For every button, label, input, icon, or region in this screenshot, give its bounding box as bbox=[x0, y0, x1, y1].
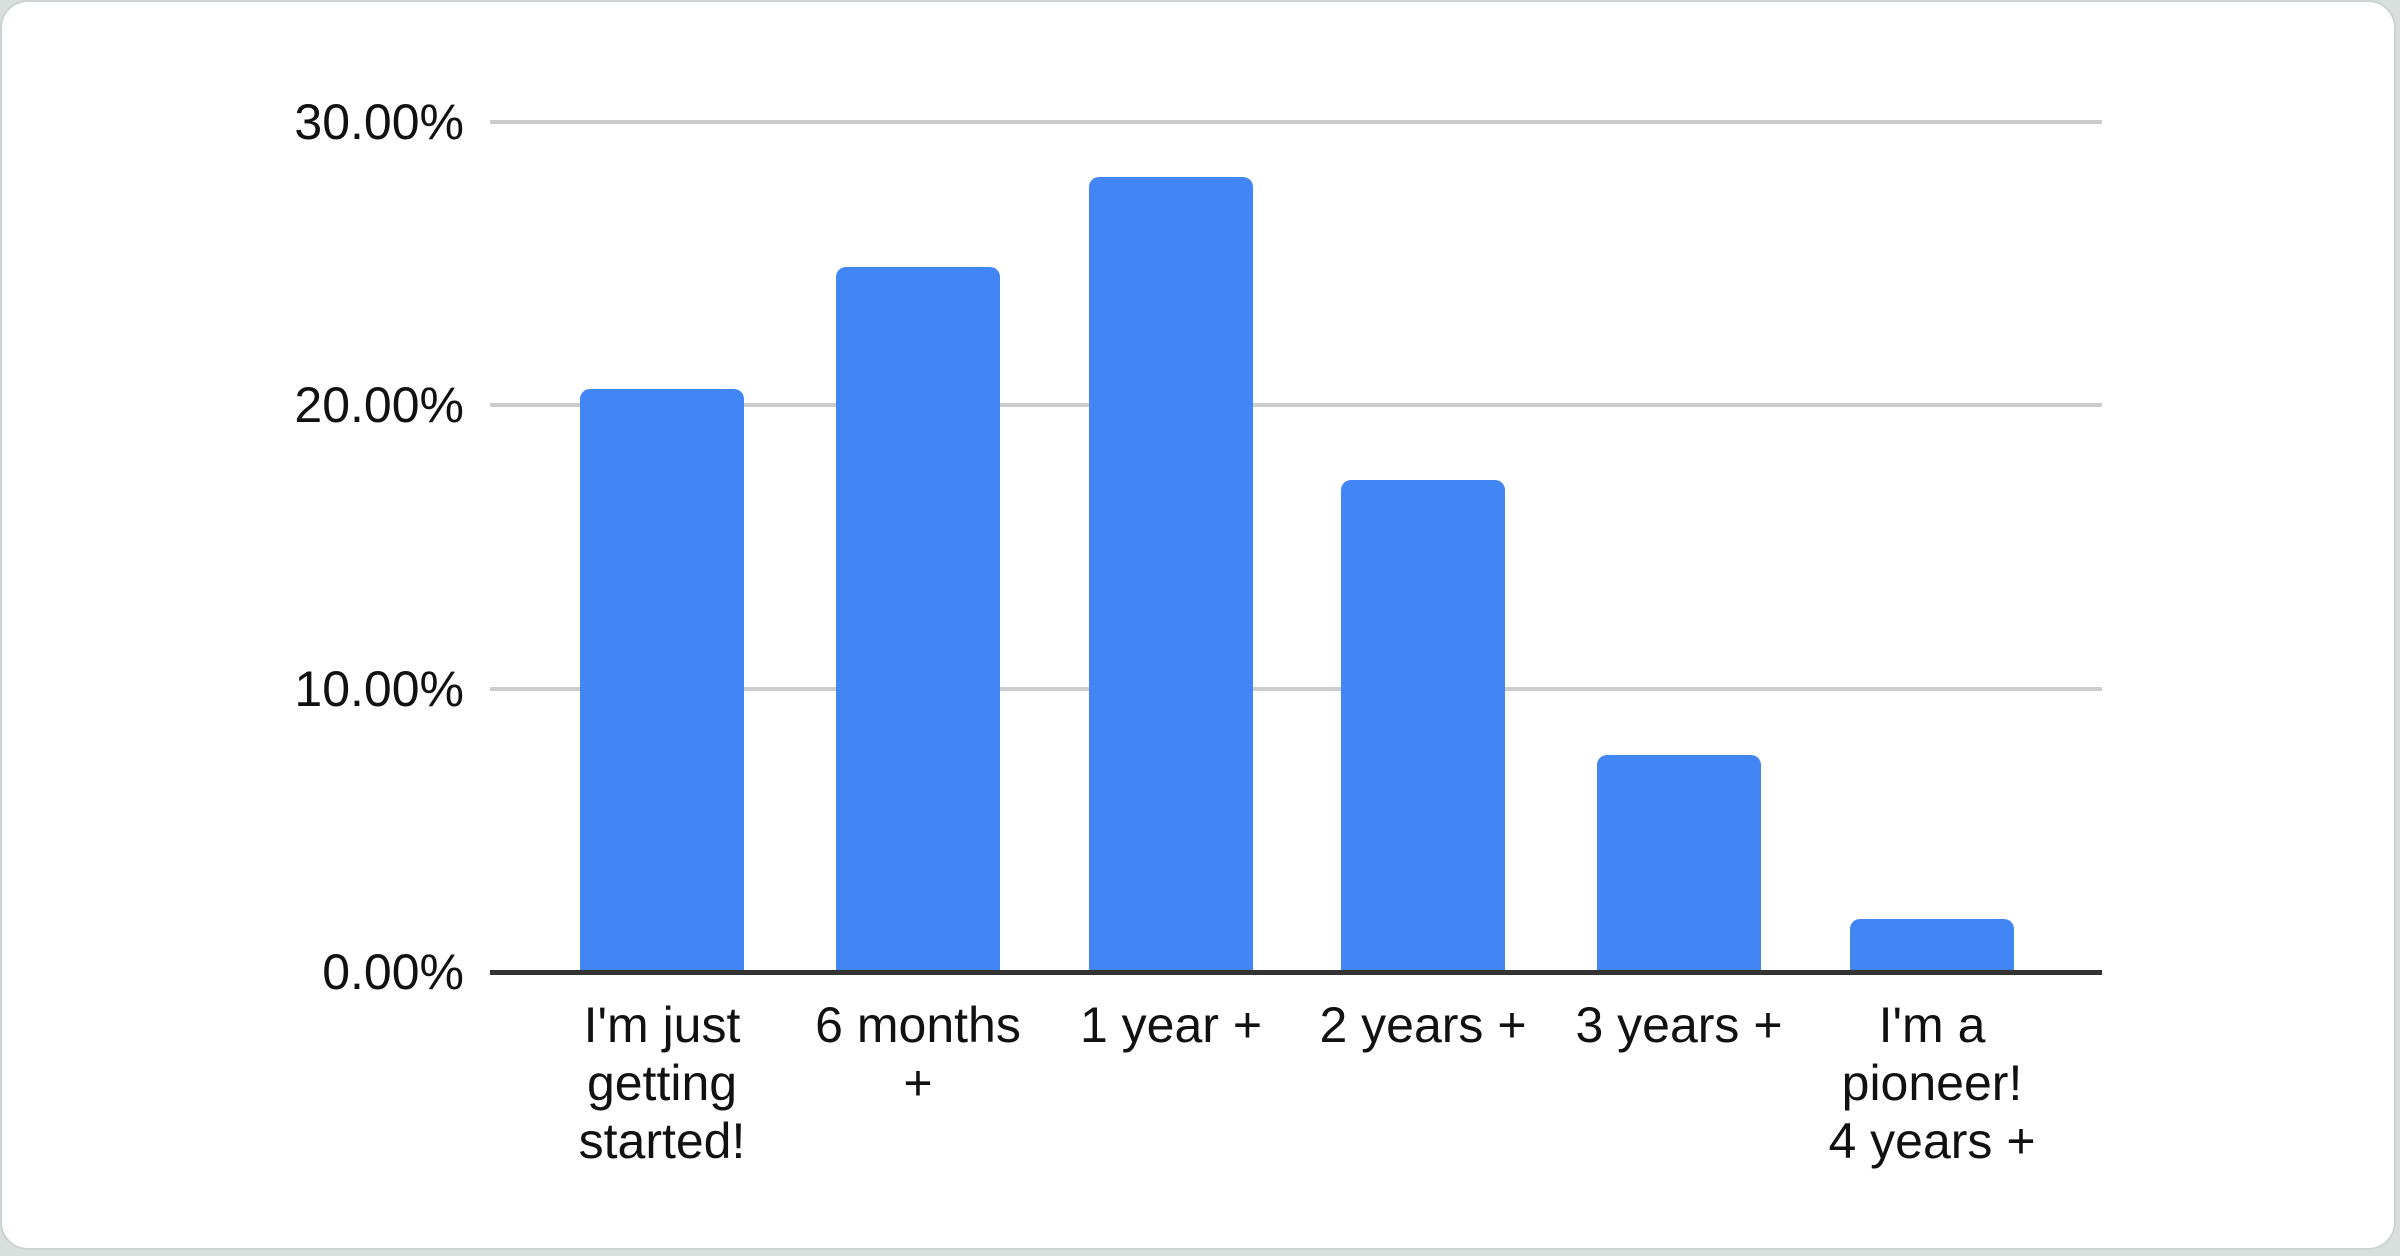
x-axis-tick-label-line: started! bbox=[578, 1113, 746, 1169]
x-axis-tick-label: 6 months + bbox=[618, 996, 1218, 1112]
x-axis-tick-label: I'm just getting started! bbox=[362, 996, 962, 1170]
x-axis-tick-label-line: 2 years + bbox=[1319, 997, 1527, 1053]
bar-3-1-year[interactable] bbox=[1089, 176, 1253, 970]
x-axis-tick-label: 2 years + bbox=[1123, 996, 1723, 1054]
x-axis-tick-label-line: I'm a bbox=[1878, 997, 1986, 1053]
x-axis-tick-label-line: I'm just bbox=[583, 997, 741, 1053]
x-axis-tick-label: I'm a pioneer! 4 years + bbox=[1632, 996, 2232, 1170]
x-axis-tick-label-line: 1 year + bbox=[1079, 997, 1263, 1053]
y-axis-tick-label: 20.00% bbox=[294, 377, 464, 434]
gridline-30-percent bbox=[490, 120, 2102, 125]
bar-5-3-years[interactable] bbox=[1597, 754, 1761, 970]
bar-6-i-m-a-pioneer-4-years[interactable] bbox=[1850, 919, 2014, 970]
y-axis-tick-label: 0.00% bbox=[322, 944, 464, 1000]
gridline-10-percent bbox=[490, 686, 2102, 691]
bar-4-2-years[interactable] bbox=[1341, 479, 1505, 970]
x-axis-tick-label: 1 year + bbox=[871, 996, 1471, 1054]
y-axis-tick-label: 30.00% bbox=[294, 94, 464, 151]
x-axis-tick-label: 3 years + bbox=[1379, 996, 1979, 1054]
bar-2-6-months[interactable] bbox=[836, 267, 1000, 970]
x-axis-tick-label-line: pioneer! bbox=[1841, 1055, 2023, 1111]
x-axis-line bbox=[490, 970, 2102, 975]
y-axis-tick-label: 10.00% bbox=[294, 660, 464, 717]
x-axis-tick-label-line: getting bbox=[586, 1055, 738, 1111]
x-axis-tick-label-line: 3 years + bbox=[1575, 997, 1783, 1053]
gridline-20-percent bbox=[490, 403, 2102, 408]
x-axis-tick-label-line: 4 years + bbox=[1828, 1113, 2036, 1169]
bar-1-i-m-just-getting-started[interactable] bbox=[580, 389, 744, 970]
x-axis-tick-label-line: 6 months bbox=[815, 997, 1021, 1053]
x-axis-tick-label-line: + bbox=[903, 1055, 933, 1111]
